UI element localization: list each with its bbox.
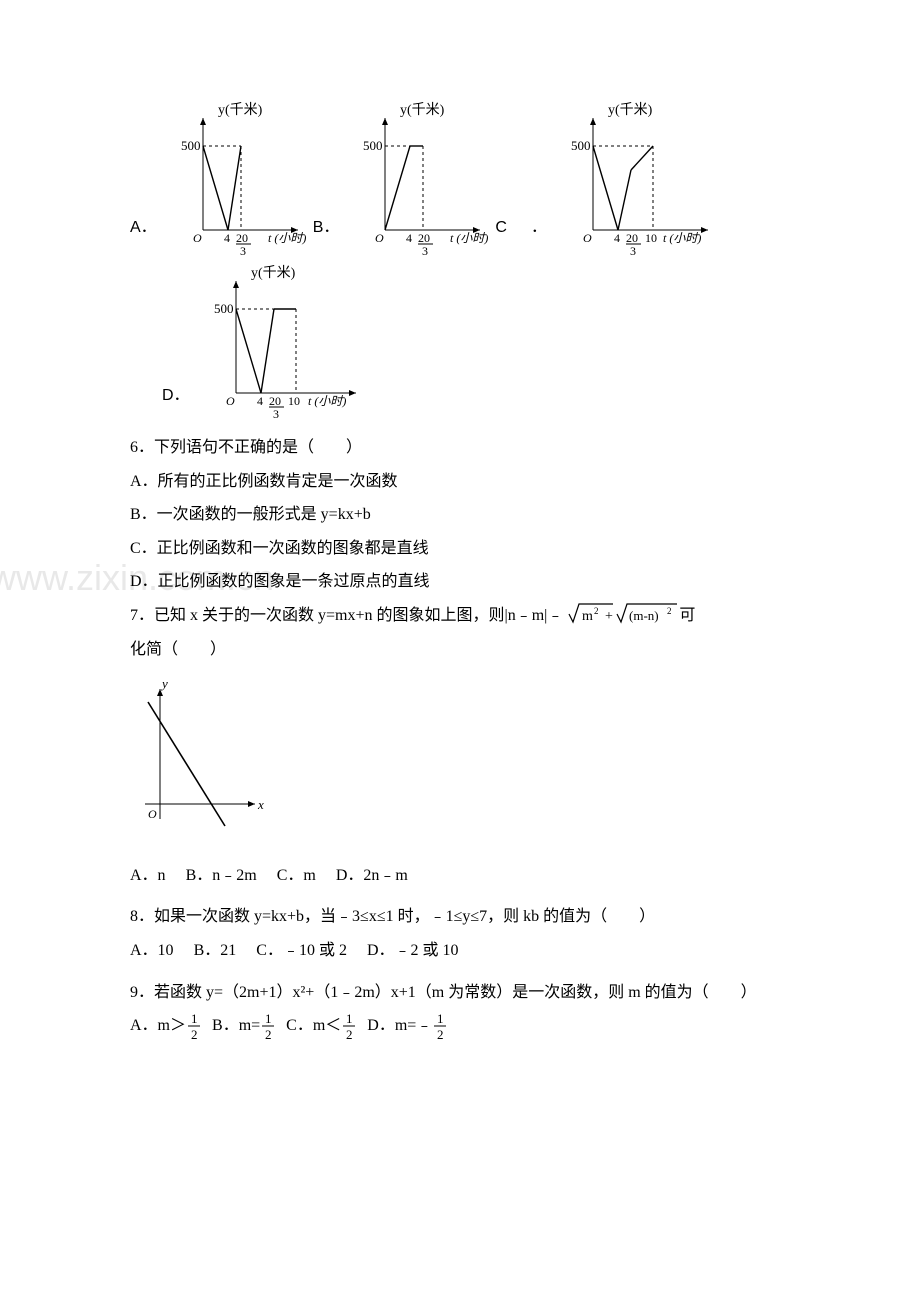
- svg-text:10: 10: [645, 231, 657, 245]
- q8-A: A．10: [130, 942, 174, 959]
- q7-sqrt-expr: m 2 + (m-n) 2: [567, 600, 679, 628]
- svg-text:4: 4: [257, 394, 263, 408]
- svg-text:O: O: [583, 231, 592, 245]
- svg-text:O: O: [193, 231, 202, 245]
- q7-C: C．m: [277, 867, 316, 884]
- option-B-label: B．: [313, 211, 340, 245]
- q6-C: C．正比例函数和一次函数的图象都是直线: [130, 532, 790, 566]
- svg-text:O: O: [148, 807, 157, 821]
- svg-text:500: 500: [181, 138, 201, 153]
- q6-stem: 6．下列语句不正确的是（ ）: [130, 431, 790, 465]
- q8-stem: 8．如果一次函数 y=kx+b，当﹣3≤x≤1 时，﹣1≤y≤7，则 kb 的值…: [130, 900, 790, 934]
- svg-text:x: x: [257, 797, 264, 812]
- svg-text:500: 500: [571, 138, 591, 153]
- graph-B: y(千米) O 500 4 20 3 t (小时): [345, 100, 495, 255]
- svg-text:(m-n): (m-n): [629, 608, 659, 623]
- svg-text:3: 3: [422, 244, 428, 255]
- graph-A: y(千米) O 500 4 20 3 t (小时): [163, 100, 313, 255]
- svg-text:4: 4: [614, 231, 620, 245]
- graph-C: y(千米) O 500 4 20 3 10 t (小时): [553, 100, 718, 255]
- option-D-label: D．: [162, 379, 190, 413]
- q7-graph: x y O: [130, 674, 790, 847]
- svg-text:O: O: [226, 394, 235, 408]
- q9-D: D．m=﹣ 12: [367, 1009, 448, 1043]
- q9-C: C．m＜ 12: [286, 1009, 357, 1043]
- q6-A: A．所有的正比例函数肯定是一次函数: [130, 465, 790, 499]
- svg-text:10: 10: [288, 394, 300, 408]
- svg-text:O: O: [375, 231, 384, 245]
- svg-text:2: 2: [437, 1027, 444, 1041]
- q6-D: D．正比例函数的图象是一条过原点的直线: [130, 565, 790, 599]
- svg-text:y(千米): y(千米): [608, 102, 653, 118]
- q9-options: A．m＞ 12 B．m= 12 C．m＜ 12 D．m=﹣ 12: [130, 1009, 790, 1043]
- svg-text:20: 20: [626, 231, 638, 245]
- svg-text:1: 1: [265, 1011, 272, 1026]
- svg-text:y(千米): y(千米): [251, 265, 296, 281]
- svg-text:20: 20: [418, 231, 430, 245]
- option-A-label: A．: [130, 211, 157, 245]
- svg-text:y: y: [160, 676, 168, 691]
- svg-text:t (小时): t (小时): [268, 231, 306, 245]
- svg-text:4: 4: [406, 231, 412, 245]
- svg-text:20: 20: [269, 394, 281, 408]
- q7-stem: 7．已知 x 关于的一次函数 y=mx+n 的图象如上图，则|n﹣m|﹣ m 2…: [130, 599, 790, 633]
- q8-options: A．10 B．21 C．﹣10 或 2 D．﹣2 或 10: [130, 934, 790, 968]
- svg-text:+: +: [605, 609, 613, 624]
- svg-text:2: 2: [667, 606, 672, 616]
- svg-text:t (小时): t (小时): [308, 394, 346, 408]
- svg-text:y(千米): y(千米): [218, 102, 263, 118]
- svg-text:2: 2: [594, 606, 599, 616]
- q7-stem-pre: 7．已知 x 关于的一次函数 y=mx+n 的图象如上图，则|n﹣m|﹣: [130, 607, 563, 624]
- q7-B: B．n﹣2m: [186, 867, 257, 884]
- svg-text:t (小时): t (小时): [663, 231, 701, 245]
- q9-stem: 9．若函数 y=（2m+1）x²+（1﹣2m）x+1（m 为常数）是一次函数，则…: [130, 976, 790, 1010]
- q7-A: A．n: [130, 867, 166, 884]
- svg-text:2: 2: [346, 1027, 353, 1041]
- svg-text:500: 500: [214, 301, 234, 316]
- q7-options: A．n B．n﹣2m C．m D．2n﹣m: [130, 859, 790, 893]
- q9-A: A．m＞ 12: [130, 1009, 202, 1043]
- svg-text:y(千米): y(千米): [400, 102, 445, 118]
- svg-text:500: 500: [363, 138, 383, 153]
- svg-text:20: 20: [236, 231, 248, 245]
- q7-stem-post: 可: [679, 607, 695, 624]
- option-C-dot: ．: [531, 211, 547, 245]
- graph-D: y(千米) O 500 4 20 3 10 t (小时): [196, 263, 371, 423]
- q8-B: B．21: [194, 942, 237, 959]
- svg-text:1: 1: [191, 1011, 198, 1026]
- q7-line2: 化简（ ）: [130, 633, 790, 667]
- option-C-label: C: [495, 211, 507, 245]
- svg-text:4: 4: [224, 231, 230, 245]
- q7-D: D．2n﹣m: [336, 867, 408, 884]
- q5-graphs-row1: A． y(千米) O 500 4 20 3 t (小时) B． y(千米): [130, 100, 790, 255]
- q8-C: C．﹣10 或 2: [256, 942, 347, 959]
- svg-text:3: 3: [240, 244, 246, 255]
- svg-text:3: 3: [273, 407, 279, 421]
- svg-text:1: 1: [437, 1011, 444, 1026]
- q9-B: B．m= 12: [212, 1009, 276, 1043]
- svg-text:2: 2: [265, 1027, 272, 1041]
- q8-D: D．﹣2 或 10: [367, 942, 459, 959]
- q6-B: B．一次函数的一般形式是 y=kx+b: [130, 498, 790, 532]
- svg-text:3: 3: [630, 244, 636, 255]
- svg-text:1: 1: [346, 1011, 353, 1026]
- svg-text:t (小时): t (小时): [450, 231, 488, 245]
- q5-graphs-row2: D． y(千米) O 500 4 20 3 10 t (小时): [130, 263, 790, 423]
- svg-text:2: 2: [191, 1027, 198, 1041]
- svg-text:m: m: [582, 609, 593, 624]
